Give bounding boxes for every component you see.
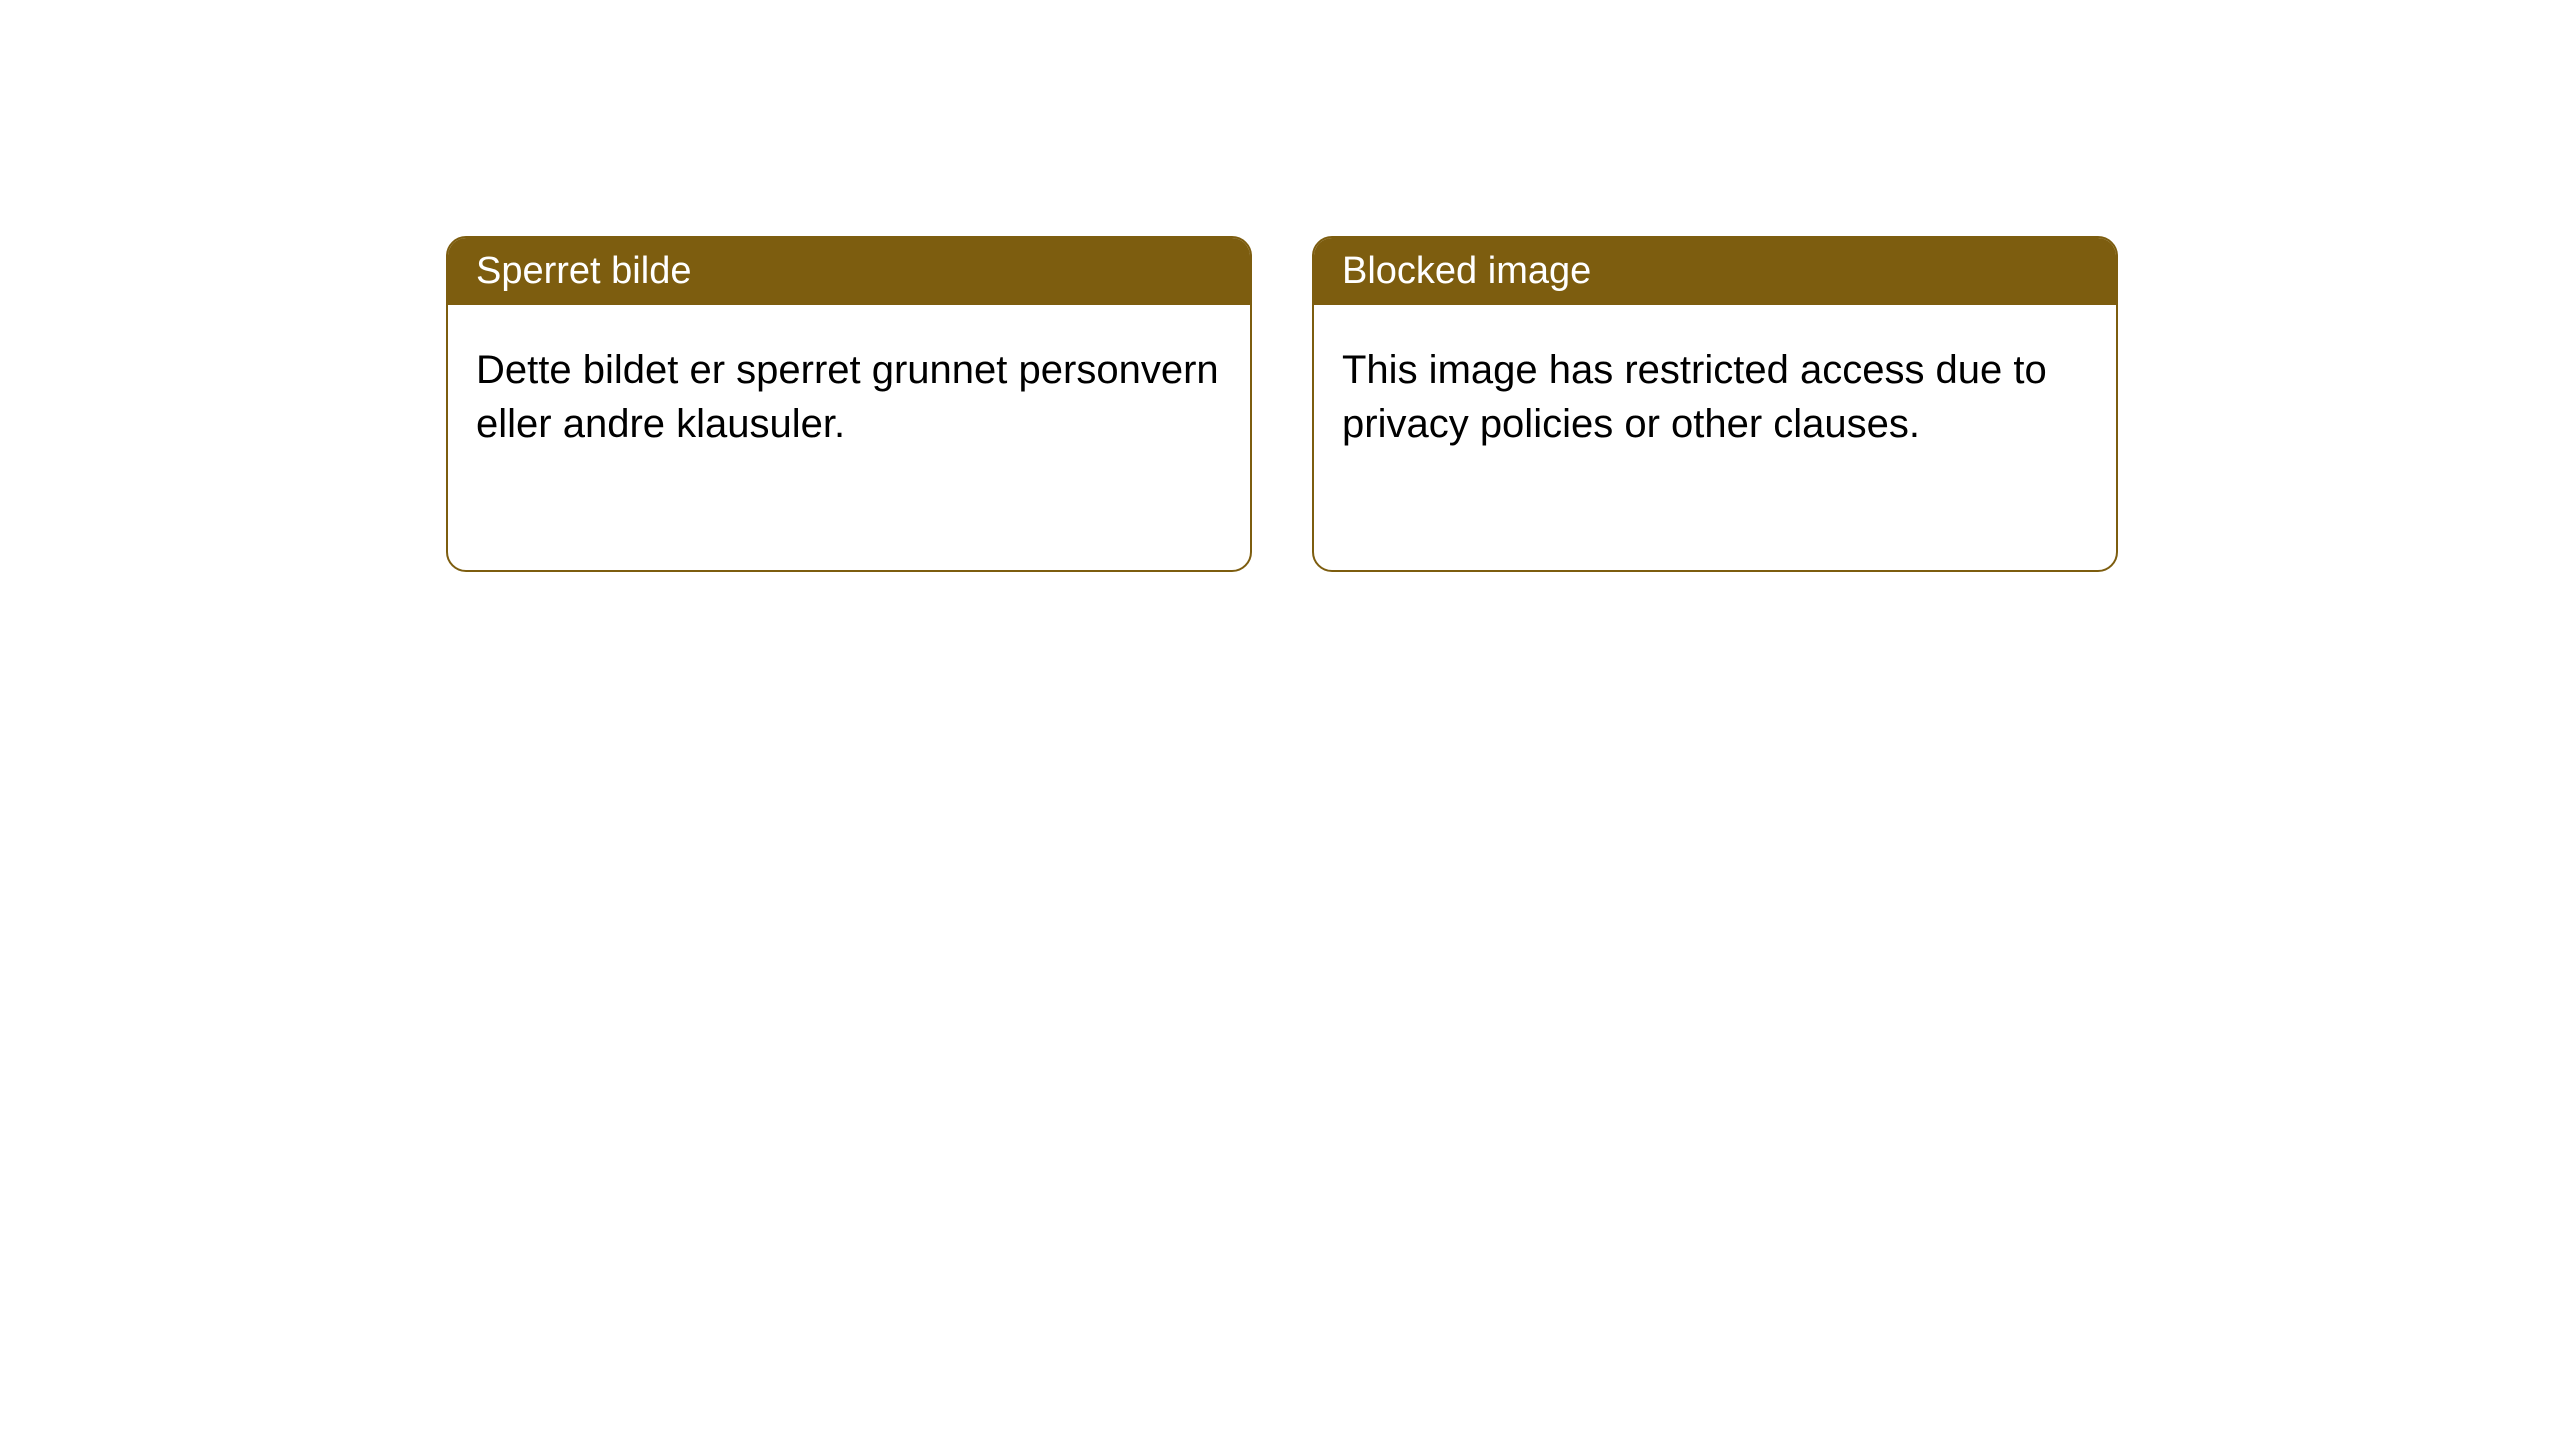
notice-card-english: Blocked image This image has restricted … [1312, 236, 2118, 572]
card-header: Sperret bilde [448, 238, 1250, 305]
card-title: Blocked image [1342, 250, 1591, 292]
card-body: This image has restricted access due to … [1314, 305, 2116, 489]
card-body: Dette bildet er sperret grunnet personve… [448, 305, 1250, 489]
card-body-text: This image has restricted access due to … [1342, 348, 2047, 446]
notice-cards-container: Sperret bilde Dette bildet er sperret gr… [0, 0, 2560, 572]
card-header: Blocked image [1314, 238, 2116, 305]
card-body-text: Dette bildet er sperret grunnet personve… [476, 348, 1219, 446]
notice-card-norwegian: Sperret bilde Dette bildet er sperret gr… [446, 236, 1252, 572]
card-title: Sperret bilde [476, 250, 691, 292]
